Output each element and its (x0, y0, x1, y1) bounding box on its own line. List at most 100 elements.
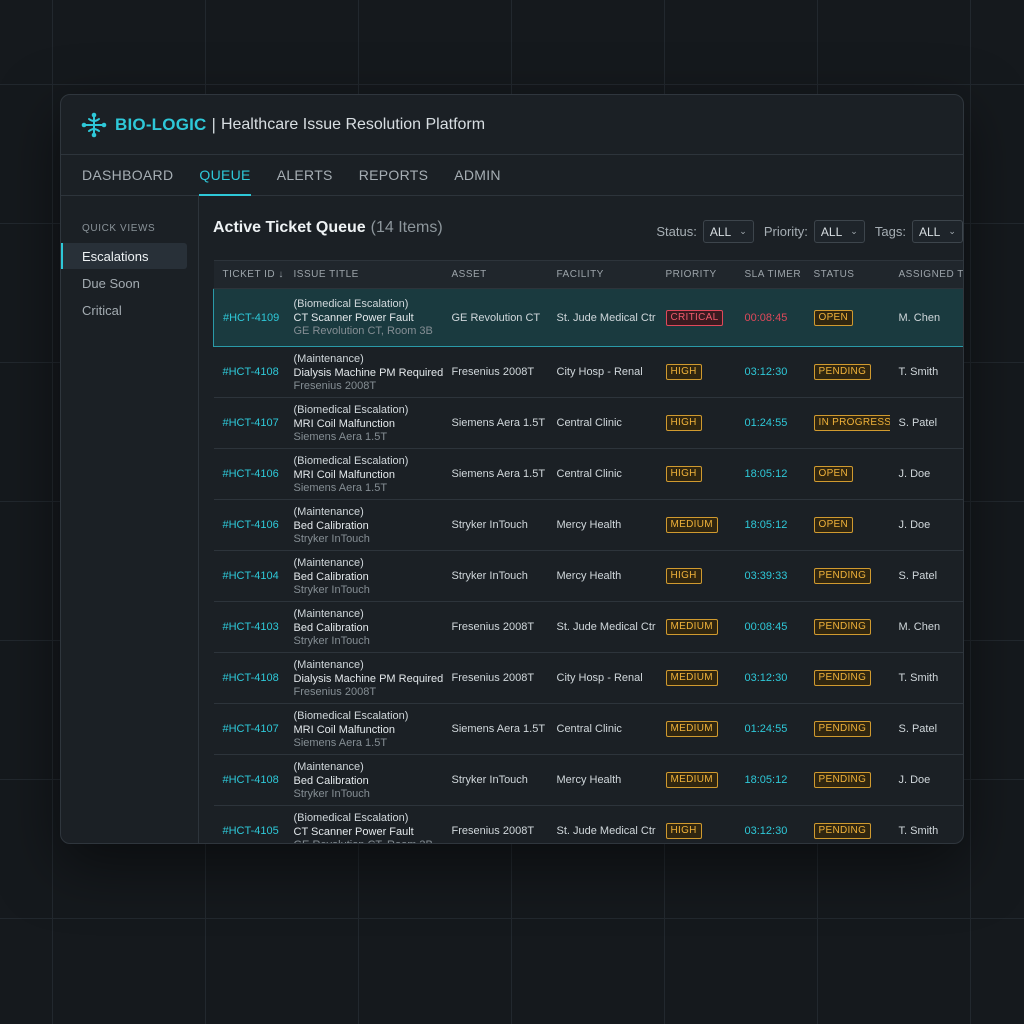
table-row[interactable]: #HCT-4106 (Biomedical Escalation) MRI Coil… (213, 448, 963, 500)
col-status[interactable]: STATUS (804, 260, 890, 289)
issue-title: MRI Coil Malfunction (293, 723, 395, 736)
status-badge: OPEN (813, 517, 854, 533)
filter-bar: Status: ALL ⌄ Priority: ALL ⌄ Tags: ALL … (656, 220, 963, 243)
issue-subtitle: Fresenius 2008T (293, 379, 377, 392)
item-count: (14 Items) (370, 219, 443, 236)
asset-name: Stryker InTouch (451, 774, 528, 786)
status-badge: PENDING (813, 568, 872, 584)
ticket-id[interactable]: #HCT-4103 (222, 621, 279, 633)
status-badge: PENDING (813, 823, 872, 839)
sidebar: QUICK VIEWS Escalations Due Soon Critica… (61, 196, 199, 843)
tab-dashboard[interactable]: DASHBOARD (82, 167, 174, 183)
issue-title: Dialysis Machine PM Required (293, 672, 443, 685)
status-badge: PENDING (813, 619, 872, 635)
asset-name: Fresenius 2008T (451, 366, 535, 378)
priority-filter-label: Priority: (763, 224, 808, 239)
facility-name: City Hosp - Renal (556, 366, 643, 378)
ticket-id[interactable]: #HCT-4108 (222, 672, 279, 684)
col-ticket-id[interactable]: TICKET ID ↓ (213, 260, 285, 289)
issue-title: MRI Coil Malfunction (293, 468, 395, 481)
issue-type: (Maintenance) (293, 607, 364, 620)
ticket-id[interactable]: #HCT-4107 (222, 417, 279, 429)
issue-subtitle: Siemens Aera 1.5T (293, 430, 388, 443)
tags-filter-select[interactable]: ALL ⌄ (912, 220, 963, 243)
issue-type: (Maintenance) (293, 505, 364, 518)
table-row[interactable]: #HCT-4106 (Maintenance) Bed Calibration Str… (213, 499, 963, 551)
sidebar-item-critical[interactable]: Critical (82, 302, 122, 318)
status-filter-value: ALL (709, 224, 732, 239)
priority-filter-select[interactable]: ALL ⌄ (813, 220, 865, 243)
issue-type: (Maintenance) (293, 760, 364, 773)
col-asset[interactable]: ASSET (442, 260, 548, 289)
table-row[interactable]: #HCT-4108 (Maintenance) Bed Calibration Str… (213, 754, 963, 806)
sidebar-item-due-soon[interactable]: Due Soon (82, 275, 140, 291)
tab-reports[interactable]: REPORTS (358, 167, 429, 183)
issue-subtitle: GE Revolution CT, Room 3B (293, 325, 433, 337)
sla-timer: 18:05:12 (744, 519, 788, 531)
chevron-down-icon: ⌄ (739, 226, 747, 236)
tab-admin[interactable]: ADMIN (454, 167, 501, 183)
issue-title: CT Scanner Power Fault (293, 312, 414, 324)
ticket-id[interactable]: #HCT-4108 (222, 774, 279, 786)
sla-timer: 00:08:45 (744, 311, 788, 324)
priority-badge: HIGH (665, 364, 702, 380)
priority-badge: HIGH (665, 823, 702, 839)
table-row[interactable]: #HCT-4107 (Biomedical Escalation) MRI Coil… (213, 397, 963, 449)
assignee-name: T. Smith (898, 672, 939, 684)
ticket-id[interactable]: #HCT-4104 (222, 570, 279, 582)
priority-badge: MEDIUM (665, 670, 718, 686)
col-facility[interactable]: FACILITY (547, 260, 657, 289)
col-priority[interactable]: PRIORITY (656, 260, 736, 289)
table-row[interactable]: #HCT-4108 (Maintenance) Dialysis Machine P… (213, 346, 963, 398)
facility-name: Central Clinic (556, 723, 622, 735)
sidebar-heading: QUICK VIEWS (82, 223, 156, 234)
col-assigned-to[interactable]: ASSIGNED TO (889, 260, 963, 289)
asset-name: Siemens Aera 1.5T (451, 468, 546, 480)
ticket-id[interactable]: #HCT-4105 (222, 825, 279, 837)
sla-timer: 18:05:12 (744, 468, 788, 480)
chevron-down-icon: ⌄ (948, 226, 956, 236)
issue-type: (Biomedical Escalation) (293, 709, 409, 722)
tags-filter-value: ALL (919, 224, 941, 239)
assignee-name: S. Patel (898, 570, 938, 582)
ticket-id[interactable]: #HCT-4108 (222, 366, 279, 378)
queue-header: Active Ticket Queue (14 Items) Status: A… (213, 196, 963, 260)
facility-name: St. Jude Medical Ctr (556, 825, 656, 837)
table-row[interactable]: #HCT-4108 (Maintenance) Dialysis Machine P… (213, 652, 963, 704)
tab-queue[interactable]: QUEUE (199, 155, 251, 196)
main-nav: DASHBOARD QUEUE ALERTS REPORTS ADMIN (61, 155, 963, 196)
sla-timer: 00:08:45 (744, 621, 788, 633)
table-row[interactable]: #HCT-4103 (Maintenance) Bed Calibration Str… (213, 601, 963, 653)
issue-type: (Maintenance) (293, 556, 364, 569)
molecule-logo-icon (81, 112, 107, 137)
tags-filter-label: Tags: (874, 224, 906, 239)
table-row[interactable]: #HCT-4105 (Biomedical Escalation) CT Scann… (213, 805, 963, 843)
status-filter-select[interactable]: ALL ⌄ (702, 220, 754, 243)
status-badge: PENDING (813, 364, 872, 380)
assignee-name: M. Chen (898, 311, 941, 324)
sidebar-item-escalations[interactable]: Escalations (61, 243, 187, 269)
ticket-id[interactable]: #HCT-4106 (222, 519, 279, 531)
issue-title: CT Scanner Power Fault (293, 825, 414, 838)
ticket-id[interactable]: #HCT-4109 (223, 311, 280, 324)
table-row[interactable]: #HCT-4109 (Biomedical Escalation) CT Scann… (213, 288, 963, 347)
col-issue-title[interactable]: ISSUE TITLE (284, 260, 443, 289)
status-badge: OPEN (813, 466, 854, 482)
title-separator: | (211, 114, 216, 134)
tab-alerts[interactable]: ALERTS (276, 167, 333, 183)
status-badge: PENDING (813, 721, 872, 737)
facility-name: Mercy Health (556, 519, 622, 531)
status-badge: IN PROGRESS (813, 415, 890, 431)
asset-name: Stryker InTouch (451, 570, 528, 582)
sla-timer: 18:05:12 (744, 774, 788, 786)
col-sla-timer[interactable]: SLA TIMER (735, 260, 805, 289)
issue-title: Bed Calibration (293, 621, 369, 634)
facility-name: St. Jude Medical Ctr (556, 311, 656, 324)
table-row[interactable]: #HCT-4107 (Biomedical Escalation) MRI Coil… (213, 703, 963, 755)
main-panel: Active Ticket Queue (14 Items) Status: A… (199, 196, 963, 843)
priority-badge: HIGH (665, 415, 702, 431)
priority-badge: MEDIUM (665, 772, 718, 788)
table-row[interactable]: #HCT-4104 (Maintenance) Bed Calibration Str… (213, 550, 963, 602)
ticket-id[interactable]: #HCT-4107 (222, 723, 279, 735)
ticket-id[interactable]: #HCT-4106 (222, 468, 279, 480)
